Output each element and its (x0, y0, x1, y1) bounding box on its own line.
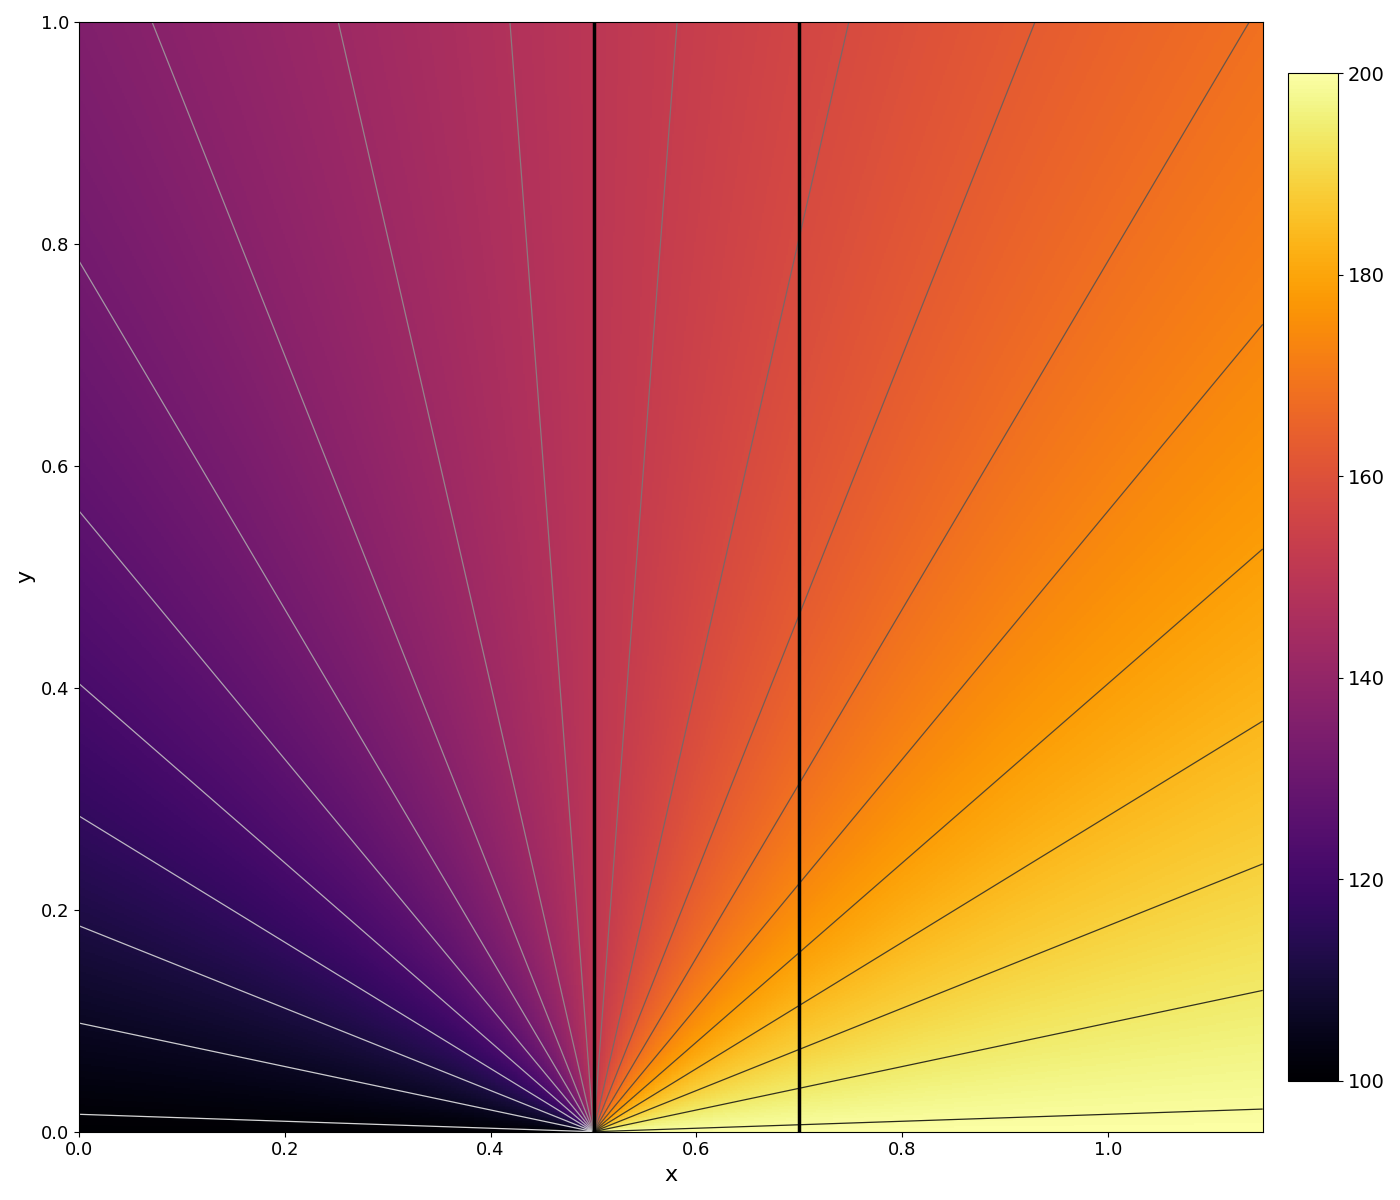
X-axis label: x: x (664, 1165, 678, 1186)
Y-axis label: y: y (15, 570, 35, 583)
